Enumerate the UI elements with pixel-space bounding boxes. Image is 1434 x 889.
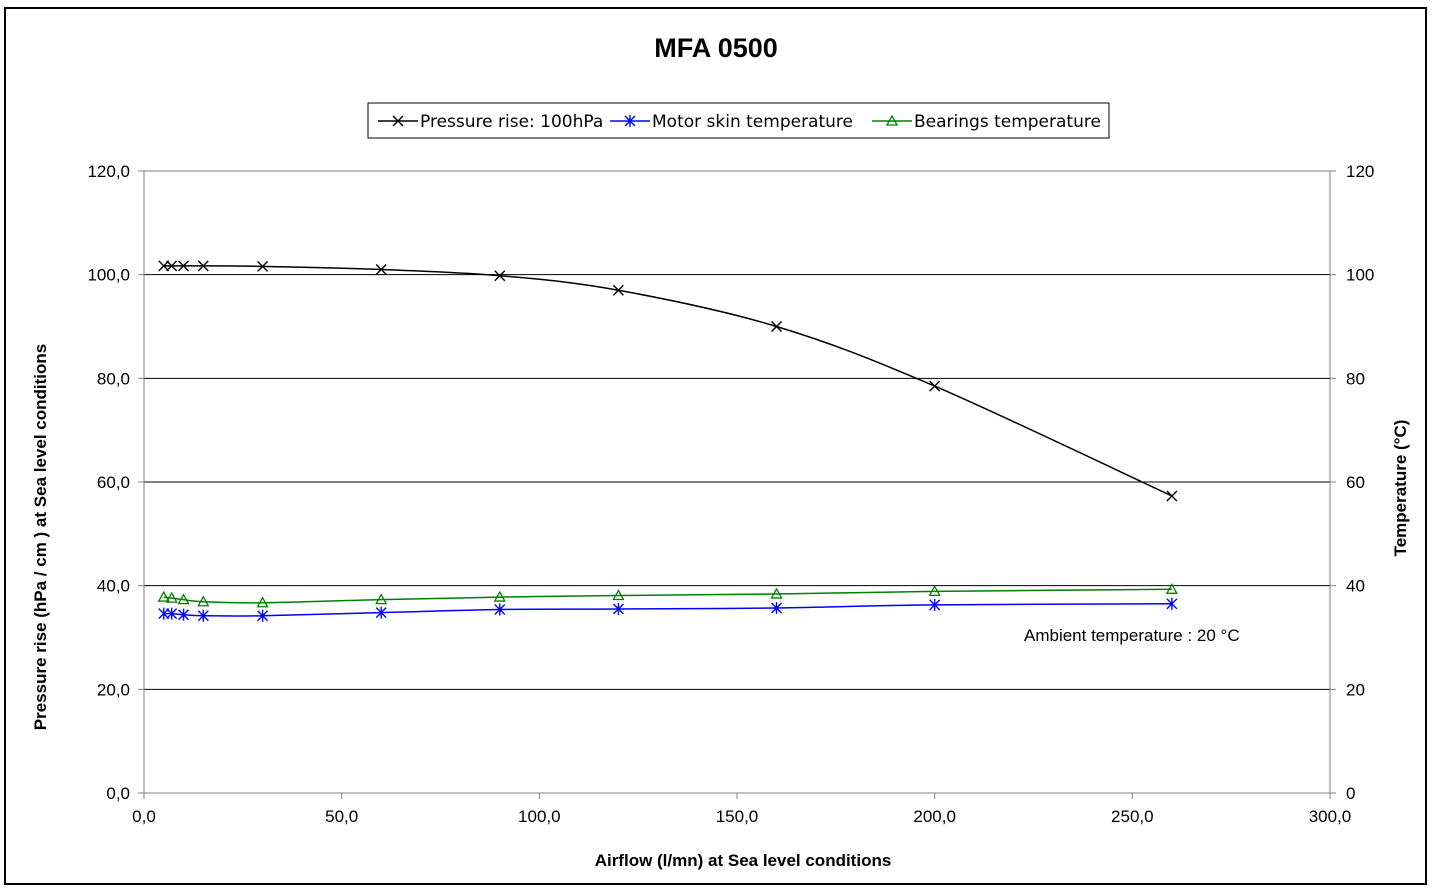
legend-label: Motor skin temperature	[652, 112, 853, 132]
ambient-annotation: Ambient temperature : 20 °C	[1024, 626, 1240, 645]
legend: Pressure rise: 100hPa Motor skin temperat…	[367, 102, 1110, 139]
data-point	[256, 596, 269, 608]
data-point	[929, 598, 941, 611]
legend-marker	[392, 115, 404, 127]
data-point	[257, 260, 269, 272]
series-line	[163, 265, 1173, 497]
data-point	[1166, 597, 1178, 610]
data-point	[612, 602, 624, 615]
legend-marker	[885, 114, 899, 126]
y-right-tick-label: 0	[1346, 784, 1355, 803]
y-right-tick-label: 40	[1346, 577, 1365, 596]
data-point	[166, 260, 178, 272]
legend-item: Motor skin temperature	[610, 112, 853, 132]
x-tick-label: 100,0	[518, 807, 561, 826]
legend-item: Pressure rise: 100hPa	[378, 112, 603, 132]
data-point	[375, 263, 387, 275]
x-tick-label: 250,0	[1111, 807, 1154, 826]
data-point	[494, 270, 506, 282]
y-left-tick-label: 40,0	[97, 577, 130, 596]
data-point	[197, 260, 209, 272]
data-point	[178, 260, 190, 272]
data-point	[1165, 582, 1178, 594]
data-point	[157, 590, 170, 602]
y-left-tick-label: 20,0	[97, 680, 130, 699]
data-point	[197, 595, 210, 607]
data-point	[177, 593, 190, 605]
data-point	[158, 607, 170, 620]
x-tick-label: 0,0	[132, 807, 156, 826]
x-axis-title: Airflow (l/mn) at Sea level conditions	[595, 851, 892, 870]
data-point	[165, 591, 178, 603]
y-right-tick-label: 120	[1346, 162, 1374, 181]
data-point	[770, 587, 783, 599]
legend-item: Bearings temperature	[872, 112, 1101, 132]
data-point	[928, 585, 941, 597]
data-point	[197, 609, 209, 622]
data-point	[494, 603, 506, 616]
y-axis-left-title: Pressure rise (hPa / cm ) at Sea level c…	[31, 344, 50, 730]
data-point	[771, 321, 783, 332]
legend-box	[367, 102, 1110, 139]
series-line	[163, 603, 1172, 617]
series-1	[158, 597, 1178, 622]
data-point	[929, 380, 941, 392]
x-tick-label: 200,0	[913, 807, 956, 826]
y-left-tick-label: 80,0	[97, 369, 130, 388]
y-left-tick-label: 100,0	[87, 266, 130, 285]
y-right-tick-label: 80	[1346, 369, 1365, 388]
legend-label: Bearings temperature	[914, 112, 1101, 132]
x-tick-label: 50,0	[325, 807, 358, 826]
series-0	[158, 260, 1178, 502]
series-2	[157, 582, 1178, 608]
legend-label: Pressure rise: 100hPa	[420, 112, 603, 132]
y-right-tick-label: 60	[1346, 473, 1365, 492]
data-point	[257, 609, 269, 622]
data-point	[1166, 490, 1178, 502]
data-point	[178, 608, 190, 621]
data-point	[375, 606, 387, 619]
y-right-tick-label: 20	[1346, 680, 1365, 699]
series-line	[163, 588, 1172, 604]
chart-frame	[4, 7, 1427, 885]
chart-title: MFA 0500	[654, 33, 778, 63]
data-point	[612, 284, 624, 296]
data-point	[493, 590, 506, 602]
data-point	[771, 601, 783, 614]
legend-marker	[624, 115, 636, 127]
data-point	[612, 589, 625, 601]
data-point	[158, 260, 170, 272]
x-tick-label: 300,0	[1309, 807, 1352, 826]
x-tick-label: 150,0	[716, 807, 759, 826]
y-axis-right-title: Temperature (°C)	[1391, 420, 1410, 557]
y-left-tick-label: 60,0	[97, 473, 130, 492]
y-right-tick-label: 100	[1346, 266, 1374, 285]
y-left-tick-label: 120,0	[87, 162, 130, 181]
y-left-tick-label: 0,0	[106, 784, 130, 803]
data-point	[166, 607, 178, 620]
data-point	[375, 593, 388, 605]
